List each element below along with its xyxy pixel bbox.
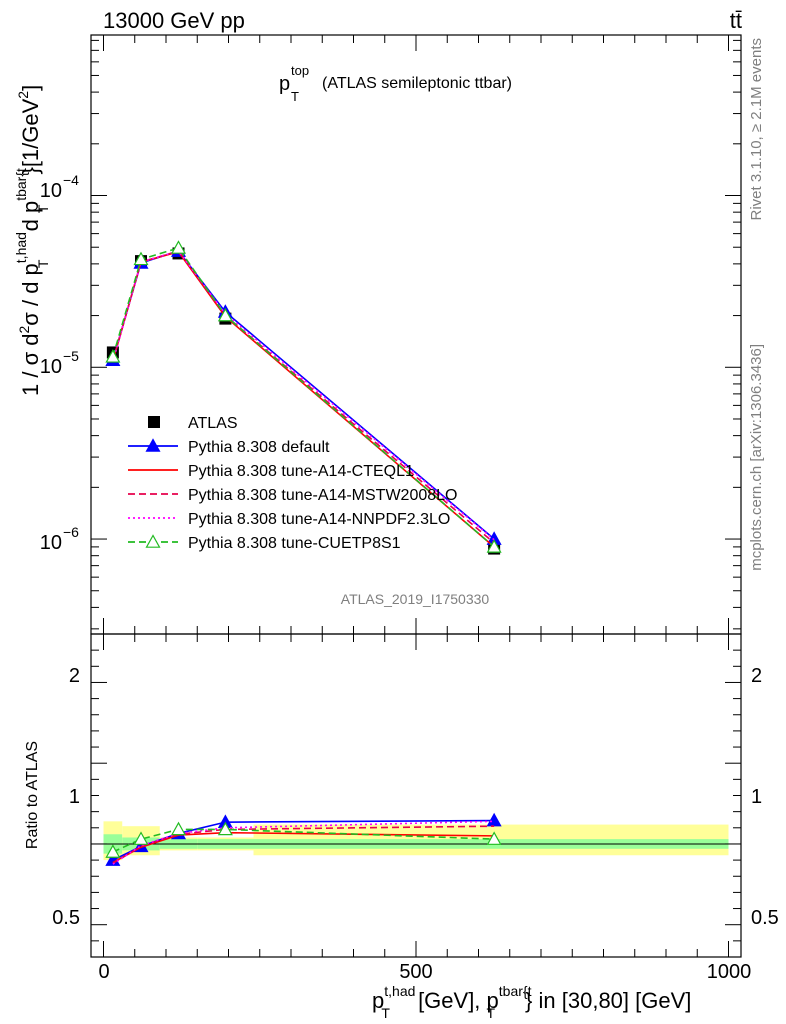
legend-marker [145, 534, 161, 548]
x-tick-label-500: 500 [399, 961, 432, 983]
y-tick-label-1e-6: 10 −6 [40, 524, 79, 554]
ratio-panel-frame [90, 633, 742, 958]
svg-text:1 / σ d2σ / d pt,hadT d ptbar{: 1 / σ d2σ / d pt,hadT d ptbar{tT}[1/GeV2… [13, 85, 51, 396]
legend-marker [145, 438, 161, 452]
series-marker-ratio [133, 831, 149, 845]
legend-marker [148, 416, 160, 428]
ratio-tick-label-1: 1 [69, 786, 80, 808]
series-line-main [112, 247, 495, 548]
legend-label: Pythia 8.308 default [188, 439, 330, 456]
svg-text:−4: −4 [63, 172, 79, 188]
y-tick-label-1e-5: 10 −5 [40, 348, 79, 378]
series-marker-ratio [217, 821, 233, 836]
series-marker-main [133, 251, 149, 266]
y-tick-label-1e-4: 10 −4 [40, 172, 79, 202]
series-marker-ratio [486, 812, 502, 827]
svg-text:top: top [291, 63, 309, 78]
x-tick-label-0: 0 [98, 961, 109, 983]
legend-label: ATLAS [188, 415, 238, 432]
x-tick-label-1000: 1000 [707, 961, 752, 983]
series-marker-main [170, 240, 187, 254]
process-label: tt̄ [730, 8, 742, 33]
ratio-tick-label-2: 2 [69, 665, 80, 687]
legend-item: Pythia 8.308 tune-A14-NNPDF2.3LO [128, 511, 450, 528]
svg-text:(ATLAS semileptonic ttbar): (ATLAS semileptonic ttbar) [322, 75, 512, 92]
svg-text:−6: −6 [63, 524, 79, 540]
svg-text:10: 10 [40, 532, 62, 554]
rivet-label: Rivet 3.1.10, ≥ 2.1M events [748, 38, 765, 221]
legend-item: Pythia 8.308 tune-A14-MSTW2008LO [128, 487, 457, 504]
legend-label: Pythia 8.308 tune-A14-MSTW2008LO [188, 487, 457, 504]
legend-item: Pythia 8.308 tune-A14-CTEQL1 [128, 463, 414, 480]
ratio-tick-label-0-5: 0.5 [52, 907, 80, 929]
svg-text:pt,hadT [GeV], ptbar{tT} in [3: pt,had T [GeV], ptbar{t T} in [30,80] [GeV… [372, 983, 691, 1021]
ratio-tick-label-1-right: 1 [751, 786, 762, 808]
main-series [105, 240, 502, 555]
series-marker-ratio [170, 821, 187, 836]
x-axis-label: pt,had T [GeV], ptbar{t T} in [30,80] [GeV… [372, 983, 691, 1021]
legend-label: Pythia 8.308 tune-A14-CTEQL1 [188, 463, 414, 480]
legend: ATLAS Pythia 8.308 default Pythia 8.308 tu… [128, 415, 457, 552]
ratio-tick-label-2-right: 2 [751, 665, 762, 687]
plot-title: p top T (ATLAS semileptonic ttbar) [279, 63, 512, 104]
ratio-tick-label-0-5-right: 0.5 [751, 907, 779, 929]
svg-text:T: T [291, 89, 299, 104]
legend-label: Pythia 8.308 tune-CUETP8S1 [188, 535, 401, 552]
legend-item: Pythia 8.308 default [128, 438, 330, 456]
legend-item: ATLAS [148, 415, 238, 432]
legend-item: Pythia 8.308 tune-CUETP8S1 [128, 534, 401, 552]
svg-text:10: 10 [40, 356, 62, 378]
legend-label: Pythia 8.308 tune-A14-NNPDF2.3LO [188, 511, 450, 528]
svg-text:10: 10 [40, 180, 62, 202]
y-axis-label-main: 1 / σ d2σ / d pt,hadT d ptbar{tT}[1/GeV2… [13, 85, 51, 396]
ratio-series [105, 812, 502, 866]
series-line-main [112, 250, 495, 544]
series-marker-ratio [105, 852, 121, 866]
mcplots-label: mcplots.cern.ch [arXiv:1306.3436] [748, 344, 765, 571]
series-marker-main [105, 349, 121, 363]
series-marker-ratio [486, 831, 502, 845]
series-marker-ratio [105, 844, 121, 858]
series-marker-main [217, 307, 233, 322]
y-axis-label-ratio: Ratio to ATLAS [24, 741, 41, 849]
energy-label: 13000 GeV pp [103, 8, 245, 33]
axis-ticks [91, 35, 741, 957]
svg-text:p: p [279, 73, 290, 95]
series-marker-main [486, 539, 502, 553]
svg-text:−5: −5 [63, 348, 79, 364]
analysis-label: ATLAS_2019_I1750330 [341, 591, 490, 607]
